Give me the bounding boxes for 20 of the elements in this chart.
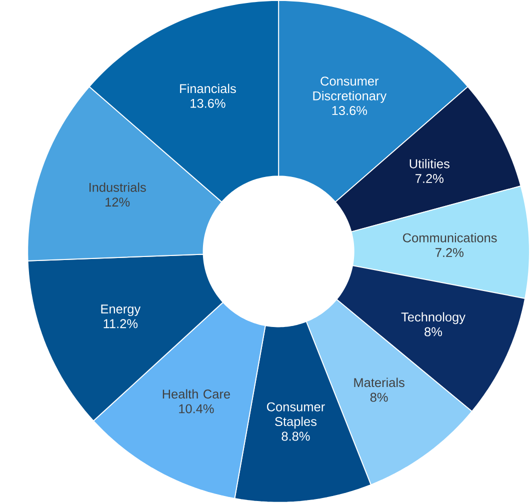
data-label: 13.6% (332, 106, 368, 116)
slice-label: Technology (401, 312, 466, 324)
slice-label: Health Care (162, 389, 230, 399)
data-label: 7.2% (436, 248, 464, 258)
slice-label: Financials (180, 84, 236, 94)
slice-label: Communications (402, 233, 497, 242)
slice-label: Consumer Discretionary (313, 76, 387, 103)
slice-label: Industrials (89, 182, 146, 192)
data-label: 8% (370, 392, 388, 402)
slice-label: Utilities (410, 159, 450, 168)
slice-label: Materials (354, 378, 404, 388)
slice-label: Consumer Staples (266, 402, 325, 429)
data-label: 12% (106, 198, 130, 207)
data-label: 8% (424, 327, 442, 336)
data-label: 10.4% (179, 404, 214, 414)
data-label: 8.8% (282, 432, 310, 441)
slice-label: Energy (101, 304, 141, 316)
data-label: 7.2% (416, 174, 444, 184)
data-label: 13.6% (190, 98, 226, 108)
data-label: 11.2% (104, 319, 138, 328)
